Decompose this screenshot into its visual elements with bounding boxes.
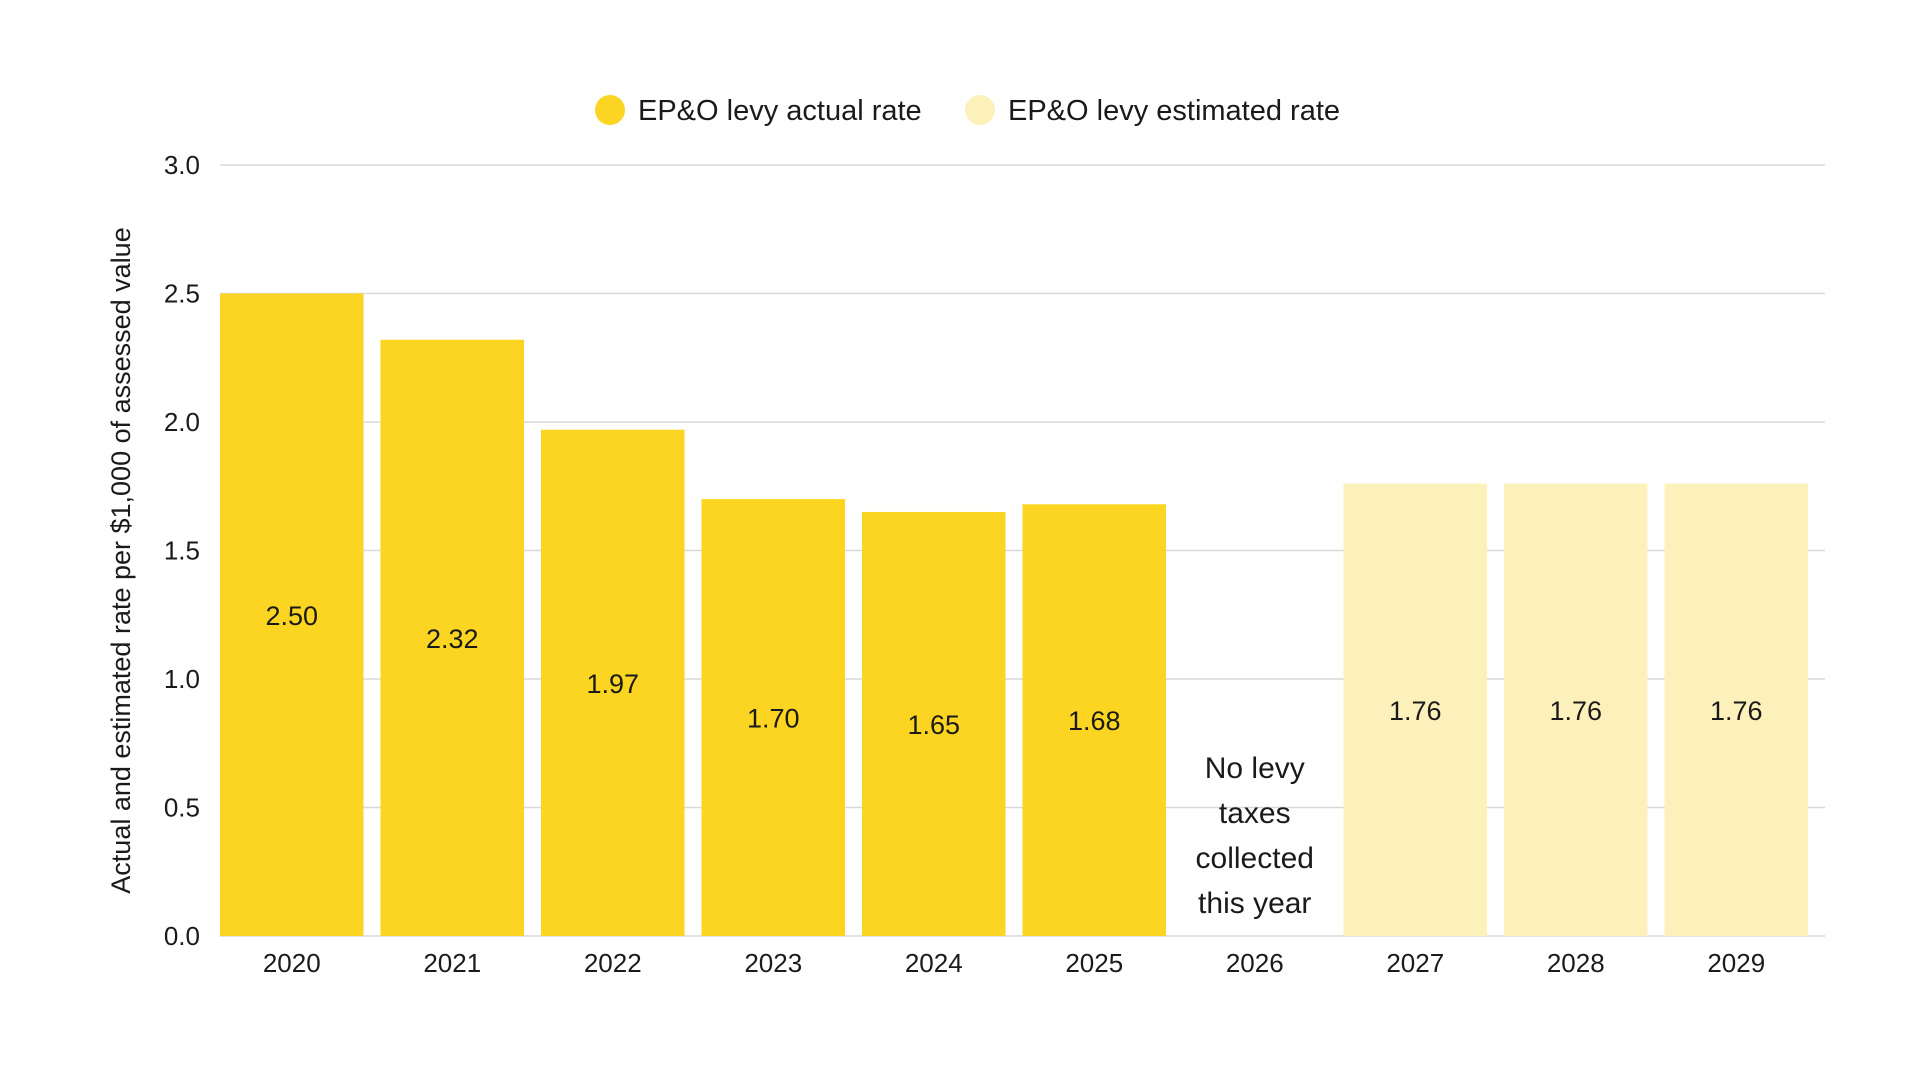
x-tick-label: 2020 bbox=[263, 948, 321, 978]
bar-2027 bbox=[1343, 483, 1487, 936]
y-tick-label: 1.5 bbox=[164, 536, 200, 566]
bar-2021 bbox=[380, 339, 524, 936]
legend-swatch bbox=[965, 95, 995, 125]
x-tick-label: 2028 bbox=[1547, 948, 1605, 978]
bar-value-label: 1.76 bbox=[1710, 696, 1763, 726]
bar-2022 bbox=[541, 429, 685, 936]
bar-2023 bbox=[701, 499, 845, 936]
bar-value-label: 1.76 bbox=[1389, 696, 1442, 726]
bar-2029 bbox=[1664, 483, 1808, 936]
legend: EP&O levy actual rate EP&O levy estimated… bbox=[595, 95, 1340, 127]
x-axis-ticks: 2020 2021 2022 2023 2024 2025 2026 2027 2028 2029 bbox=[263, 948, 1765, 978]
bar-value-labels: 2.50 2.32 1.97 1.70 1.65 1.68 1.76 1.76 1.76 bbox=[265, 601, 1762, 740]
bar-value-label: 1.97 bbox=[586, 669, 639, 699]
x-tick-label: 2021 bbox=[423, 948, 481, 978]
legend-label: EP&O levy actual rate bbox=[638, 95, 922, 127]
x-tick-label: 2027 bbox=[1386, 948, 1444, 978]
x-tick-label: 2029 bbox=[1707, 948, 1765, 978]
x-tick-label: 2026 bbox=[1226, 948, 1284, 978]
x-tick-label: 2022 bbox=[584, 948, 642, 978]
bar-2020 bbox=[220, 293, 364, 936]
x-tick-label: 2025 bbox=[1065, 948, 1123, 978]
bar-2025 bbox=[1022, 504, 1166, 936]
bar-value-label: 1.68 bbox=[1068, 706, 1121, 736]
y-tick-label: 2.0 bbox=[164, 407, 200, 437]
bar-2028 bbox=[1504, 483, 1648, 936]
x-tick-label: 2023 bbox=[744, 948, 802, 978]
bar-value-label: 2.32 bbox=[426, 624, 479, 654]
bar-2024 bbox=[862, 511, 1006, 936]
y-axis-ticks: 0.0 0.5 1.0 1.5 2.0 2.5 3.0 bbox=[164, 150, 200, 951]
y-tick-label: 3.0 bbox=[164, 150, 200, 180]
annotations: No levy taxes collected this year bbox=[1196, 752, 1314, 920]
bar-value-label: 1.65 bbox=[907, 710, 960, 740]
legend-label: EP&O levy estimated rate bbox=[1008, 95, 1340, 127]
bar-value-label: 1.70 bbox=[747, 704, 800, 734]
bar-value-label: 2.50 bbox=[265, 601, 318, 631]
annotation-line: collected bbox=[1196, 842, 1314, 875]
x-tick-label: 2024 bbox=[905, 948, 963, 978]
bar-value-label: 1.76 bbox=[1549, 696, 1602, 726]
y-tick-label: 0.5 bbox=[164, 793, 200, 823]
annotation-line: this year bbox=[1198, 887, 1311, 920]
y-axis-title: Actual and estimated rate per $1,000 of … bbox=[106, 227, 136, 893]
y-tick-label: 0.0 bbox=[164, 921, 200, 951]
legend-swatch bbox=[595, 95, 625, 125]
annotation-line: No levy bbox=[1205, 752, 1305, 785]
y-tick-label: 2.5 bbox=[164, 279, 200, 309]
bars bbox=[220, 293, 1808, 936]
annotation-line: taxes bbox=[1219, 797, 1291, 830]
y-tick-label: 1.0 bbox=[164, 664, 200, 694]
